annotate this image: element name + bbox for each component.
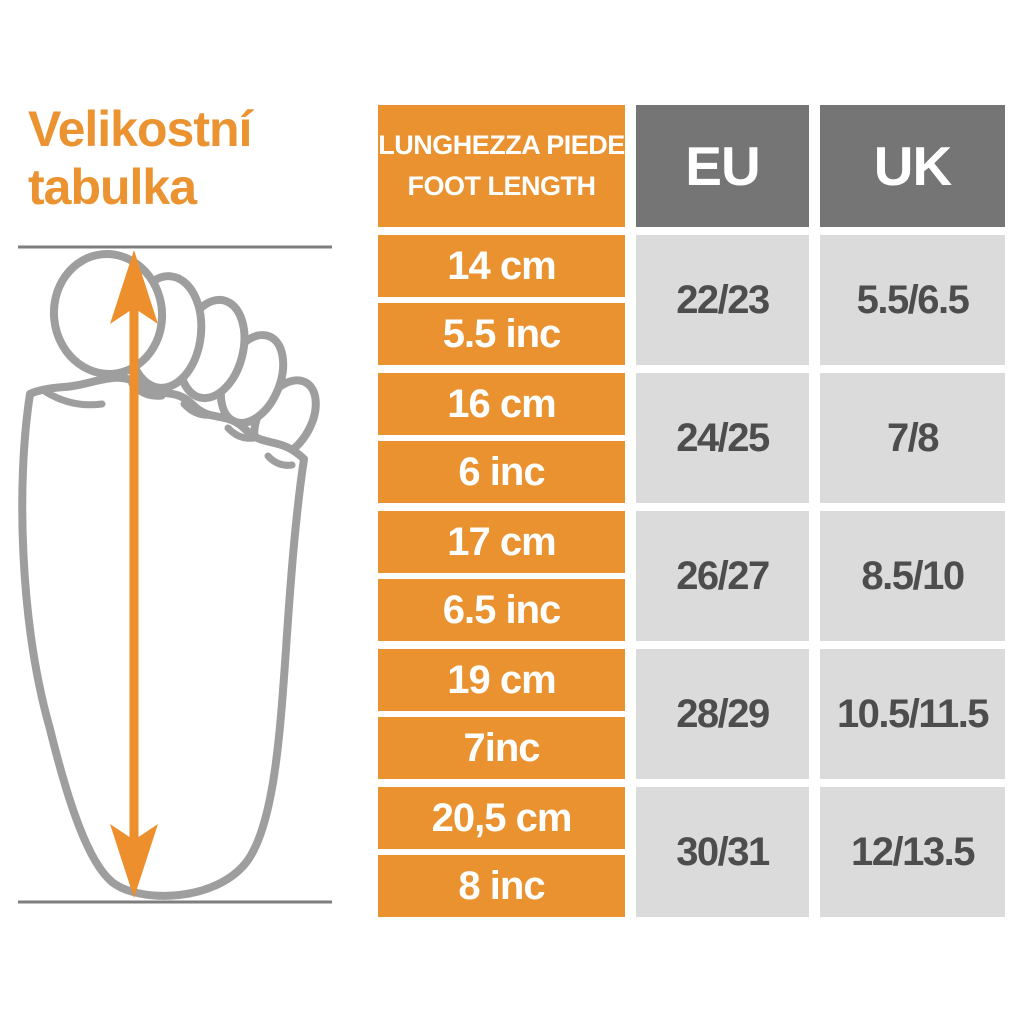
row-2-eu: 24/25 [636, 373, 809, 503]
cell-divider [378, 849, 625, 855]
row-4-uk: 10.5/11.5 [820, 649, 1005, 779]
row-4-eu: 28/29 [636, 649, 809, 779]
cell-divider [378, 711, 625, 717]
row-1-eu: 22/23 [636, 235, 809, 365]
row-5-foot-length: 20,5 cm 8 inc [378, 787, 625, 917]
row-5-cm: 20,5 cm [378, 787, 625, 849]
row-1-cm: 14 cm [378, 235, 625, 297]
page-title-line1: Velikostní [28, 101, 252, 157]
header-foot-length-line1: LUNGHEZZA PIEDE [378, 130, 625, 160]
foot-length-measure-icon [18, 245, 332, 904]
row-2-cm: 16 cm [378, 373, 625, 435]
foot-length-arrow [110, 250, 158, 898]
row-3-inc: 6.5 inc [378, 579, 625, 641]
header-foot-length-line2: FOOT LENGTH [407, 171, 596, 201]
arrow-head-up [110, 250, 158, 324]
header-uk: UK [820, 105, 1005, 227]
row-5-inc: 8 inc [378, 855, 625, 917]
row-5-uk: 12/13.5 [820, 787, 1005, 917]
row-2-foot-length: 16 cm 6 inc [378, 373, 625, 503]
page-title: Velikostní tabulka [28, 100, 252, 216]
cell-divider [378, 573, 625, 579]
cell-divider [378, 297, 625, 303]
row-3-cm: 17 cm [378, 511, 625, 573]
header-foot-length: LUNGHEZZA PIEDE FOOT LENGTH [378, 105, 625, 227]
row-1-foot-length: 14 cm 5.5 inc [378, 235, 625, 365]
arrow-head-down [110, 824, 158, 898]
row-1-inc: 5.5 inc [378, 303, 625, 365]
page-title-line2: tabulka [28, 159, 197, 215]
row-3-foot-length: 17 cm 6.5 inc [378, 511, 625, 641]
row-3-uk: 8.5/10 [820, 511, 1005, 641]
size-table: LUNGHEZZA PIEDE FOOT LENGTH EU UK 14 cm … [378, 105, 1005, 917]
foot-sole-outline [18, 373, 308, 900]
row-4-foot-length: 19 cm 7inc [378, 649, 625, 779]
header-eu: EU [636, 105, 809, 227]
row-2-uk: 7/8 [820, 373, 1005, 503]
row-3-eu: 26/27 [636, 511, 809, 641]
row-4-inc: 7inc [378, 717, 625, 779]
row-5-eu: 30/31 [636, 787, 809, 917]
cell-divider [378, 435, 625, 441]
row-2-inc: 6 inc [378, 441, 625, 503]
row-1-uk: 5.5/6.5 [820, 235, 1005, 365]
row-4-cm: 19 cm [378, 649, 625, 711]
